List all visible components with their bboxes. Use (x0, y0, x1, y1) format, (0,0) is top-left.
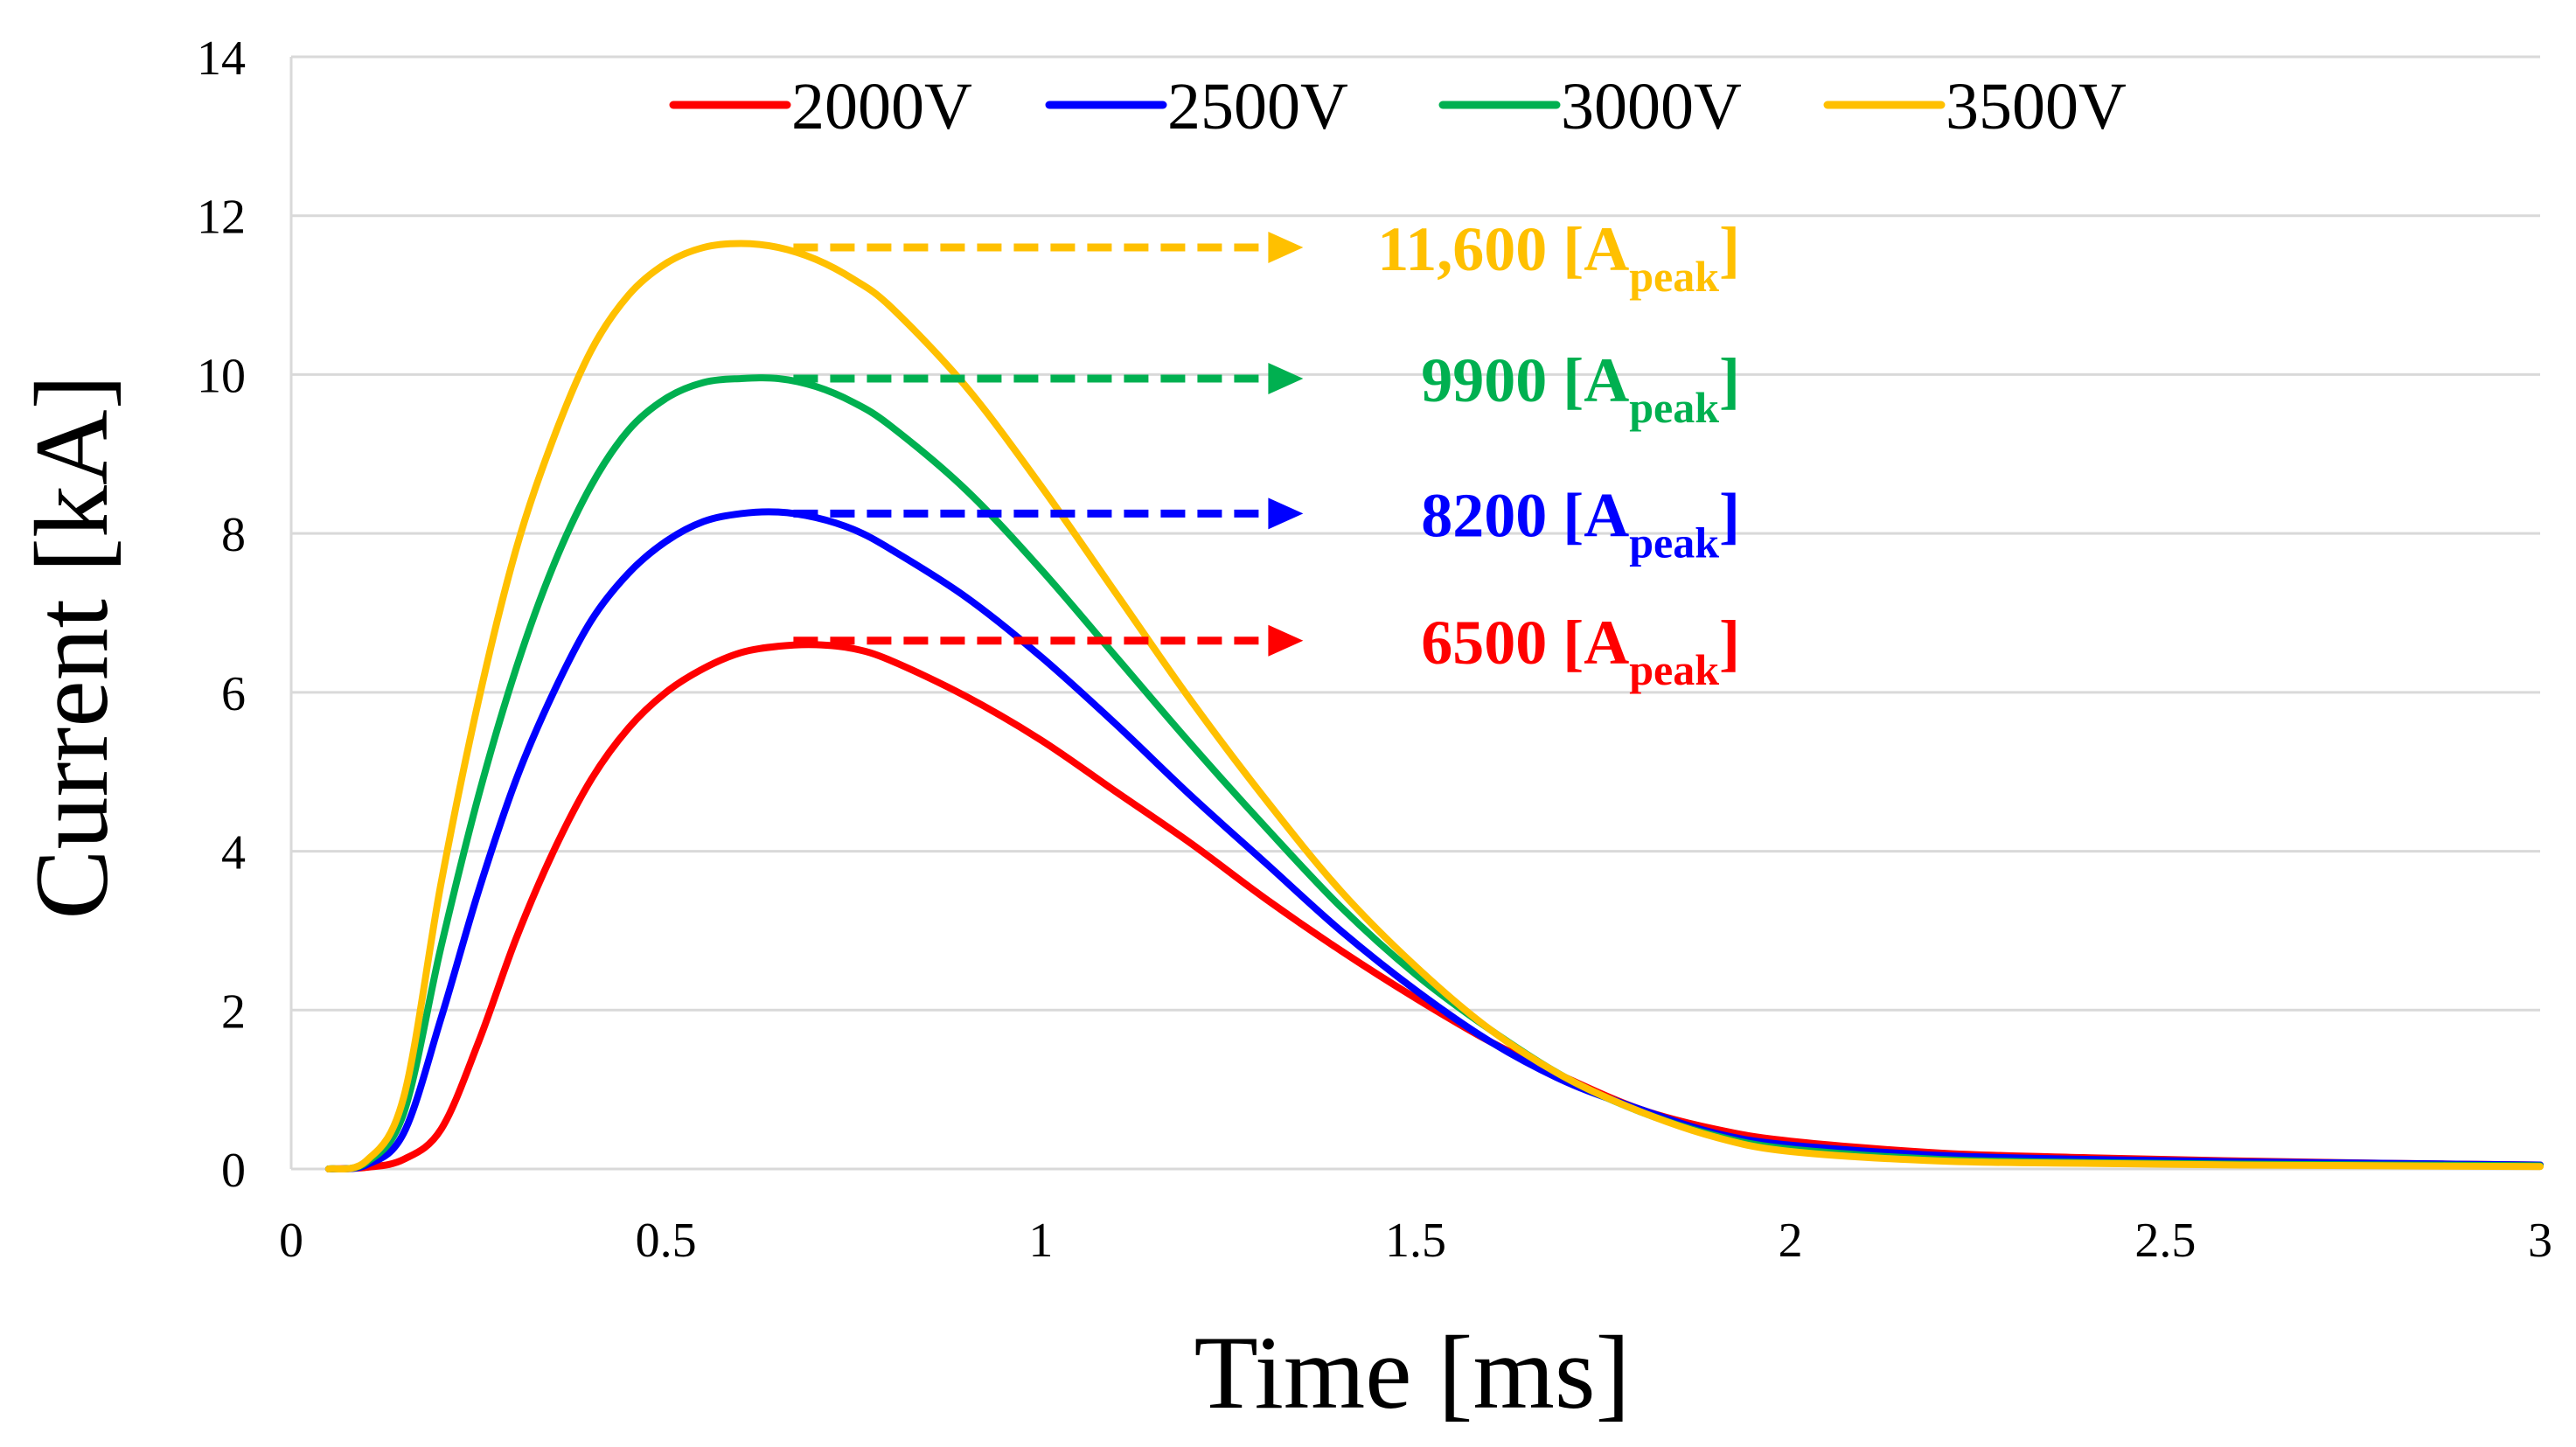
x-tick-label: 3 (2528, 1214, 2552, 1268)
legend-item-2000v: 2000V (669, 70, 972, 143)
y-tick-label: 8 (221, 508, 246, 562)
series-line-3500v (324, 240, 2544, 1173)
peak-close-bracket: ] (1719, 480, 1740, 550)
x-tick-label: 2.5 (2134, 1214, 2196, 1268)
y-tick-label: 12 (197, 191, 246, 245)
legend-label: 3500V (1946, 70, 2127, 143)
peak-close-bracket: ] (1719, 214, 1740, 284)
peak-subscript: peak (1629, 518, 1719, 567)
tick-layer: 0 2 4 6 8 10 12 14 0 0.5 1 1.5 2 2.5 3 (197, 31, 2552, 1268)
legend-item-3000v: 3000V (1438, 70, 1742, 143)
series-line-2500v (324, 508, 2544, 1173)
peak-value-text: 11,600 [A (1377, 214, 1629, 284)
peak-value-text: 9900 [A (1421, 345, 1629, 415)
series-layer (324, 240, 2544, 1173)
peak-arrow-head (1268, 232, 1304, 264)
y-tick-label: 0 (221, 1144, 246, 1198)
series-line-2000v (324, 641, 2544, 1172)
x-tick-label: 0 (279, 1214, 303, 1268)
peak-value-text: 8200 [A (1421, 480, 1629, 550)
x-tick-label: 2 (1779, 1214, 1803, 1268)
peak-subscript: peak (1629, 645, 1719, 694)
y-tick-label: 14 (197, 31, 246, 86)
peak-annotation-label: 8200 [Apeak] (1421, 480, 1740, 567)
y-tick-label: 10 (197, 349, 246, 403)
x-tick-label: 1 (1028, 1214, 1053, 1268)
peak-subscript: peak (1629, 252, 1719, 301)
peak-annotation-label: 11,600 [Apeak] (1377, 214, 1740, 301)
peak-annotation-label: 9900 [Apeak] (1421, 345, 1740, 432)
peak-close-bracket: ] (1719, 608, 1740, 678)
legend-layer: 2000V 2500V 3000V 3500V (669, 70, 2127, 143)
legend-item-2500v: 2500V (1045, 70, 1348, 143)
x-axis-title: Time [ms] (1194, 1314, 1631, 1430)
peak-close-bracket: ] (1719, 345, 1740, 415)
legend-label: 3000V (1561, 70, 1742, 143)
peak-arrow-head (1268, 362, 1304, 394)
peak-arrow-head (1268, 624, 1304, 657)
y-tick-label: 6 (221, 667, 246, 721)
legend-item-3500v: 3500V (1823, 70, 2127, 143)
y-axis-title: Current [kA] (13, 374, 129, 919)
x-tick-label: 1.5 (1385, 1214, 1446, 1268)
peak-arrow-head (1268, 497, 1304, 530)
peak-subscript: peak (1629, 383, 1719, 432)
y-tick-label: 2 (221, 984, 246, 1039)
annotation-layer: 11,600 [Apeak]9900 [Apeak]8200 [Apeak]65… (793, 214, 1740, 694)
legend-label: 2000V (791, 70, 972, 143)
x-tick-label: 0.5 (636, 1214, 697, 1268)
y-tick-label: 4 (221, 826, 246, 880)
peak-annotation-label: 6500 [Apeak] (1421, 608, 1740, 694)
peak-value-text: 6500 [A (1421, 608, 1629, 678)
legend-label: 2500V (1167, 70, 1348, 143)
